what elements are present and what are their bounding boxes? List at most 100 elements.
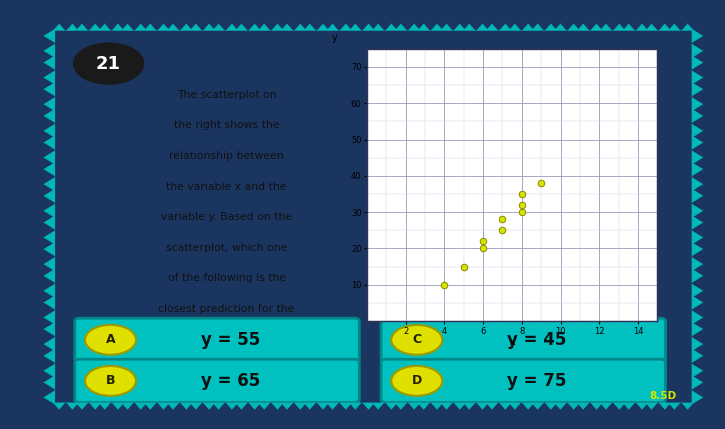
Polygon shape [692, 217, 714, 243]
Point [458, 263, 470, 270]
Polygon shape [214, 17, 236, 30]
Polygon shape [692, 30, 714, 57]
Polygon shape [601, 403, 624, 416]
Polygon shape [123, 403, 146, 416]
Polygon shape [692, 110, 714, 137]
Point [516, 209, 528, 216]
Polygon shape [33, 137, 54, 163]
Text: B: B [106, 375, 115, 387]
Polygon shape [33, 110, 54, 137]
Point [497, 216, 508, 223]
Circle shape [85, 325, 136, 355]
Polygon shape [442, 17, 465, 30]
Polygon shape [282, 17, 305, 30]
Text: closest prediction for the: closest prediction for the [159, 304, 295, 314]
Polygon shape [33, 217, 54, 243]
Polygon shape [465, 17, 487, 30]
Polygon shape [465, 403, 487, 416]
Polygon shape [670, 403, 692, 416]
Polygon shape [533, 403, 555, 416]
Polygon shape [54, 17, 77, 30]
Polygon shape [419, 17, 442, 30]
Polygon shape [33, 110, 54, 137]
Polygon shape [282, 403, 305, 416]
Polygon shape [328, 403, 351, 416]
Polygon shape [214, 403, 236, 416]
Polygon shape [670, 17, 692, 30]
Polygon shape [579, 17, 601, 30]
Polygon shape [77, 17, 100, 30]
Polygon shape [33, 243, 54, 270]
Polygon shape [191, 17, 214, 30]
Polygon shape [692, 243, 714, 270]
Polygon shape [33, 137, 54, 163]
Point [535, 180, 547, 187]
Circle shape [73, 43, 144, 84]
Polygon shape [396, 403, 419, 416]
Polygon shape [624, 17, 647, 30]
Polygon shape [100, 17, 123, 30]
Point [477, 245, 489, 252]
Polygon shape [624, 17, 647, 30]
Polygon shape [33, 30, 54, 57]
Polygon shape [33, 296, 54, 323]
Text: 8.5D: 8.5D [650, 391, 676, 402]
Polygon shape [373, 403, 396, 416]
Polygon shape [647, 17, 670, 30]
Polygon shape [77, 403, 100, 416]
Polygon shape [396, 17, 419, 30]
Polygon shape [692, 323, 714, 350]
Polygon shape [373, 17, 396, 30]
Text: y = 75: y = 75 [507, 372, 567, 390]
Text: variable y. Based on the: variable y. Based on the [161, 212, 292, 222]
Polygon shape [305, 403, 328, 416]
Polygon shape [647, 403, 670, 416]
Polygon shape [442, 403, 465, 416]
Polygon shape [647, 403, 670, 416]
Polygon shape [282, 17, 305, 30]
Polygon shape [236, 403, 260, 416]
Polygon shape [351, 17, 373, 30]
Polygon shape [168, 17, 191, 30]
Polygon shape [624, 403, 647, 416]
Polygon shape [396, 403, 419, 416]
Polygon shape [33, 323, 54, 350]
Polygon shape [33, 350, 54, 377]
Polygon shape [692, 57, 714, 83]
Polygon shape [510, 403, 533, 416]
Text: scatterplot, which one: scatterplot, which one [166, 243, 287, 253]
Polygon shape [692, 350, 714, 377]
Polygon shape [692, 30, 714, 57]
Polygon shape [351, 403, 373, 416]
Polygon shape [555, 17, 579, 30]
Polygon shape [146, 17, 168, 30]
Polygon shape [579, 403, 601, 416]
Polygon shape [624, 403, 647, 416]
Polygon shape [692, 57, 714, 83]
Polygon shape [601, 17, 624, 30]
Polygon shape [33, 217, 54, 243]
Polygon shape [191, 403, 214, 416]
Polygon shape [33, 377, 54, 403]
Polygon shape [236, 17, 260, 30]
Polygon shape [146, 403, 168, 416]
Polygon shape [579, 403, 601, 416]
Polygon shape [670, 17, 692, 30]
Polygon shape [54, 17, 77, 30]
Polygon shape [33, 243, 54, 270]
Polygon shape [77, 17, 100, 30]
Polygon shape [260, 403, 282, 416]
Text: 21: 21 [96, 54, 121, 73]
Polygon shape [168, 403, 191, 416]
Polygon shape [373, 17, 396, 30]
Polygon shape [123, 17, 146, 30]
Polygon shape [54, 403, 77, 416]
Polygon shape [33, 323, 54, 350]
Circle shape [392, 325, 442, 355]
Polygon shape [260, 17, 282, 30]
Polygon shape [214, 403, 236, 416]
Polygon shape [692, 163, 714, 190]
Polygon shape [191, 17, 214, 30]
Polygon shape [33, 270, 54, 296]
Polygon shape [419, 403, 442, 416]
